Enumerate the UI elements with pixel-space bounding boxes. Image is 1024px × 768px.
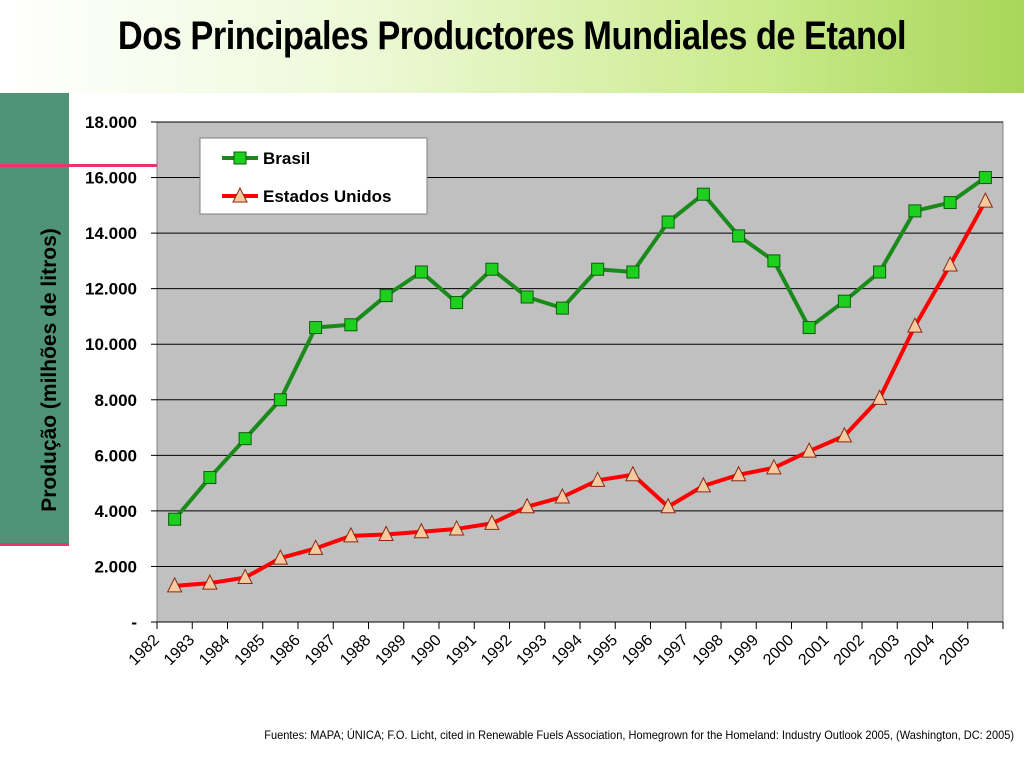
- data-point-brasil: [873, 265, 887, 279]
- x-tick-label: 1982: [126, 632, 163, 669]
- data-point-usa: [413, 522, 430, 539]
- data-point-usa: [660, 497, 676, 514]
- data-point-brasil: [168, 512, 182, 526]
- x-tick-label: 1990: [408, 632, 445, 669]
- x-tick-label: 2004: [901, 632, 938, 669]
- x-tick-label: 1986: [267, 632, 304, 669]
- sidebar-panel: [0, 93, 69, 545]
- data-point-brasil: [520, 290, 534, 304]
- legend-label-brasil: Brasil: [263, 149, 310, 168]
- data-point-brasil: [379, 289, 393, 303]
- data-point-usa: [484, 514, 500, 530]
- data-point-usa: [448, 519, 465, 536]
- x-tick-label: 2003: [866, 632, 903, 669]
- accent-line-bottom: [0, 543, 69, 546]
- x-tick-label: 2001: [795, 632, 832, 669]
- data-point-brasil: [837, 294, 851, 308]
- data-point-usa: [166, 576, 183, 593]
- data-point-usa: [554, 487, 571, 504]
- data-point-usa: [730, 465, 747, 482]
- data-point-brasil: [908, 204, 922, 218]
- data-point-brasil: [344, 318, 358, 332]
- y-tick-label: 12.000: [85, 280, 137, 299]
- x-tick-label: 1985: [231, 632, 268, 669]
- data-point-brasil: [414, 265, 428, 279]
- data-point-usa: [801, 442, 817, 458]
- x-tick-label: 2002: [831, 632, 868, 669]
- data-point-usa: [272, 548, 289, 565]
- data-point-usa: [378, 525, 394, 541]
- data-point-usa: [237, 568, 253, 585]
- y-tick-label: 4.000: [94, 502, 137, 521]
- y-tick-label: 10.000: [85, 335, 137, 354]
- data-point-usa: [695, 476, 712, 493]
- x-tick-label: 1992: [478, 632, 515, 669]
- data-point-brasil: [767, 254, 781, 268]
- data-point-brasil: [696, 187, 710, 201]
- data-point-usa: [519, 497, 535, 514]
- x-tick-label: 1984: [196, 632, 233, 669]
- series-line-usa: [174, 200, 988, 588]
- legend: Brasil Estados Unidos: [199, 137, 428, 215]
- line-chart: - 2.000 4.000 6.000 8.000 10.000 12.000 14.000 1…: [85, 113, 1004, 669]
- y-tick-label: 6.000: [94, 446, 137, 465]
- x-tick-label: 1983: [161, 632, 198, 669]
- data-point-usa: [977, 192, 994, 208]
- x-tick-label: 1995: [584, 632, 621, 669]
- x-tick-label: 2000: [760, 632, 797, 669]
- x-tick-label: 1989: [372, 632, 409, 669]
- data-point-usa: [766, 458, 782, 475]
- data-point-brasil: [485, 262, 499, 276]
- x-tick-label: 1993: [513, 632, 550, 669]
- data-point-brasil: [203, 471, 217, 485]
- y-tick-label: 8.000: [94, 391, 137, 410]
- data-point-brasil: [943, 196, 957, 210]
- x-tick-label: 1988: [337, 632, 374, 669]
- legend-marker-brasil: [233, 151, 247, 165]
- data-point-usa: [307, 539, 324, 555]
- accent-line-top: [0, 164, 158, 167]
- data-point-brasil: [661, 215, 675, 229]
- data-point-brasil: [450, 296, 464, 310]
- data-point-brasil: [802, 321, 816, 335]
- x-tick-label: 1991: [443, 632, 480, 669]
- data-point-usa: [871, 389, 888, 405]
- data-point-brasil: [732, 229, 746, 243]
- x-tick-label: 1997: [654, 632, 691, 669]
- data-point-usa: [589, 471, 606, 487]
- data-point-usa: [202, 573, 218, 590]
- legend-marker-usa: [232, 186, 248, 203]
- x-tick-label: 1998: [690, 632, 727, 669]
- y-tick-label: 16.000: [85, 169, 137, 188]
- x-tick-label: 2005: [936, 632, 973, 669]
- data-point-brasil: [555, 301, 569, 315]
- data-point-usa: [907, 317, 923, 333]
- data-point-brasil: [238, 432, 252, 446]
- y-tick-label: 14.000: [85, 224, 137, 243]
- data-point-usa: [942, 255, 958, 272]
- x-tick-label: 1987: [302, 632, 339, 669]
- y-tick-label: 2.000: [94, 557, 137, 576]
- data-point-usa: [343, 526, 359, 543]
- page-title: Dos Principales Productores Mundiales de…: [117, 14, 907, 58]
- y-tick-label: 18.000: [85, 113, 137, 132]
- data-point-brasil: [626, 265, 640, 279]
- data-point-brasil: [273, 393, 287, 407]
- data-point-usa: [625, 465, 641, 482]
- x-tick-label: 1999: [725, 632, 762, 669]
- legend-label-usa: Estados Unidos: [263, 187, 391, 206]
- y-tick-label: -: [131, 613, 137, 632]
- source-footnote: Fuentes: MAPA; ÚNICA; F.O. Licht, cited …: [264, 728, 1014, 742]
- x-tick-label: 1994: [549, 632, 586, 669]
- title-banner: [0, 0, 1024, 93]
- data-point-brasil: [978, 171, 992, 185]
- data-point-usa: [836, 426, 853, 443]
- data-point-brasil: [309, 321, 323, 335]
- x-tick-label: 1996: [619, 632, 656, 669]
- data-point-brasil: [591, 262, 605, 276]
